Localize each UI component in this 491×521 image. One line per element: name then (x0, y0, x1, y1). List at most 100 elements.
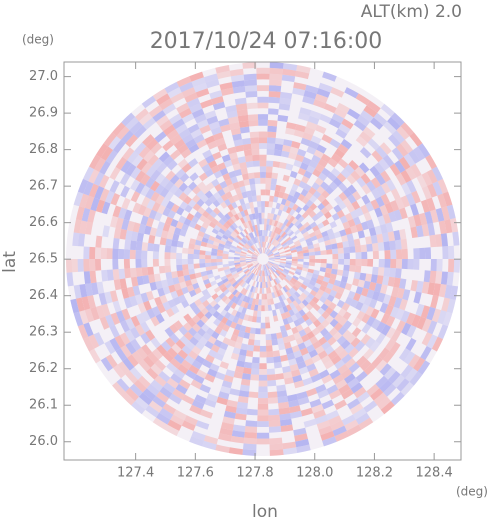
radar-cell (145, 165, 157, 178)
radar-cell (408, 354, 421, 368)
radar-cell (377, 267, 385, 276)
radar-cell (309, 110, 322, 120)
radar-cell (376, 233, 384, 243)
radar-cell (263, 247, 265, 254)
radar-cell (232, 328, 240, 337)
radar-cell (421, 332, 433, 346)
radar-cell (215, 65, 230, 74)
radar-cell (179, 108, 192, 119)
radar-cell (315, 163, 325, 173)
radar-cell (205, 255, 211, 259)
radar-cell (292, 300, 299, 307)
radar-cell (173, 283, 182, 291)
radar-cell (242, 295, 248, 302)
radar-cell (144, 225, 152, 235)
radar-cell (257, 224, 260, 231)
radar-cell (282, 441, 297, 450)
radar-cell (360, 244, 367, 253)
radar-cell (374, 207, 383, 218)
radar-cell (188, 243, 195, 250)
x-tick-label: 128.0 (296, 466, 333, 481)
radar-cell (279, 262, 286, 266)
radar-cell (192, 314, 201, 324)
radar-cell (267, 262, 273, 267)
radar-cell (251, 267, 256, 273)
radar-cell (380, 182, 391, 194)
radar-cell (266, 368, 276, 375)
radar-cell (269, 79, 282, 87)
radar-cell (401, 259, 408, 270)
radar-cell (252, 310, 258, 317)
radar-cell (319, 295, 327, 304)
radar-cell (162, 140, 174, 152)
radar-cell (390, 188, 401, 201)
radar-cell (370, 308, 380, 319)
radar-cell (239, 240, 246, 246)
radar-cell (223, 280, 231, 287)
radar-cell (240, 261, 246, 264)
radar-cell (224, 198, 232, 207)
radar-cell (290, 314, 298, 322)
radar-cell (272, 350, 281, 357)
radar-cell (229, 388, 240, 396)
radar-cell (312, 225, 320, 232)
radar-cell (149, 281, 158, 291)
radar-cell (275, 138, 285, 145)
radar-cell (263, 282, 266, 288)
radar-cell (138, 375, 151, 389)
radar-cell (380, 401, 395, 415)
radar-cell (131, 231, 139, 242)
radar-cell (230, 302, 237, 310)
radar-cell (215, 444, 230, 453)
radar-cell (79, 284, 88, 298)
radar-cell (344, 227, 353, 235)
radar-cell (170, 373, 182, 384)
radar-cell (355, 371, 368, 383)
radar-cell (236, 401, 248, 409)
radar-cell (384, 202, 394, 214)
radar-cell (129, 367, 143, 380)
radar-cell (263, 235, 266, 242)
radar-cell (251, 238, 256, 244)
radar-cell (369, 340, 381, 353)
radar-cell (140, 321, 150, 333)
radar-cell (420, 199, 431, 213)
radar-cell (277, 337, 284, 345)
radar-cell (101, 269, 109, 282)
radar-cell (181, 113, 195, 124)
radar-cell (267, 252, 274, 257)
radar-cell (216, 196, 225, 205)
radar-cell (237, 318, 244, 326)
radar-cell (222, 173, 231, 181)
radar-cell (105, 150, 118, 164)
radar-cell (274, 257, 281, 259)
radar-cell (264, 264, 268, 270)
radar-cell (253, 339, 261, 346)
radar-cell (321, 399, 335, 410)
radar-cell (258, 380, 268, 387)
radar-cell (225, 319, 233, 327)
radar-cell (132, 285, 141, 296)
radar-cell (177, 158, 189, 169)
radar-cell (426, 306, 436, 321)
radar-cell (400, 364, 413, 379)
radar-cell (329, 369, 341, 380)
radar-cell (160, 197, 170, 208)
radar-cell (375, 375, 388, 389)
radar-cell (288, 215, 296, 223)
radar-cell (309, 231, 316, 238)
radar-cell (188, 289, 197, 298)
radar-cell (274, 254, 280, 257)
radar-cell (99, 188, 110, 202)
radar-cell (286, 213, 293, 221)
radar-cell (297, 253, 304, 257)
radar-cell (189, 172, 199, 182)
radar-cell (258, 131, 268, 138)
radar-cell (264, 247, 267, 254)
radar-cell (162, 103, 177, 115)
radar-cell (102, 225, 110, 238)
radar-cell (320, 355, 331, 365)
radar-cell (307, 268, 314, 274)
radar-cell (352, 278, 360, 287)
radar-cell (411, 190, 421, 204)
